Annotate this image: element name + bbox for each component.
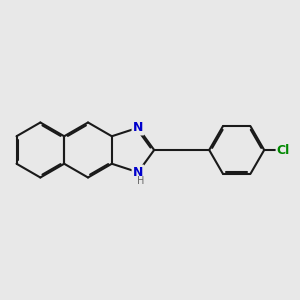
Text: H: H [137, 176, 145, 186]
Text: N: N [133, 121, 143, 134]
Text: N: N [133, 166, 143, 179]
Text: Cl: Cl [277, 143, 290, 157]
